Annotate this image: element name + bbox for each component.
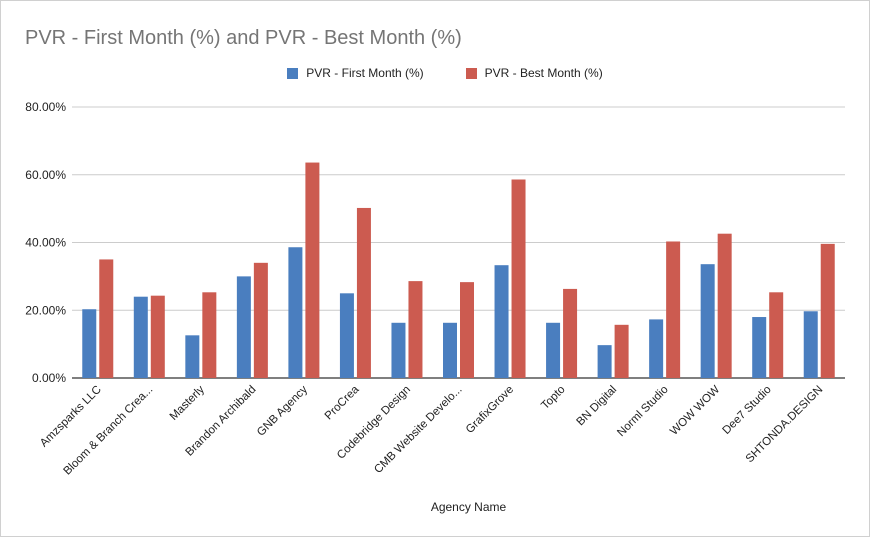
bar-best-month[interactable] xyxy=(614,324,629,378)
bar-first-month[interactable] xyxy=(443,322,457,378)
x-tick-label: Bloom & Branch Crea... xyxy=(62,384,156,478)
x-tick-label: BN Digital xyxy=(575,384,620,429)
y-tick-label: 60.00% xyxy=(25,168,66,182)
legend-item-best-month[interactable]: PVR - Best Month (%) xyxy=(465,66,603,80)
bar-best-month[interactable] xyxy=(820,243,835,378)
x-tick-label: ProCrea xyxy=(323,383,362,422)
x-tick-label: CMB Website Develo... xyxy=(372,384,464,476)
y-tick-label: 20.00% xyxy=(25,303,66,317)
legend-swatch-best-month xyxy=(465,67,477,79)
bar-best-month[interactable] xyxy=(511,179,526,378)
x-tick-label: GrafixGrove xyxy=(464,384,516,436)
chart-title: PVR - First Month (%) and PVR - Best Mon… xyxy=(25,27,462,49)
y-tick-label: 80.00% xyxy=(25,100,66,114)
bar-best-month[interactable] xyxy=(717,233,732,378)
bar-first-month[interactable] xyxy=(133,296,148,378)
bar-best-month[interactable] xyxy=(99,259,114,378)
bar-first-month[interactable] xyxy=(700,264,715,378)
bar-first-month[interactable] xyxy=(391,322,406,378)
legend-swatch-first-month xyxy=(287,67,299,79)
x-tick-label: Norml Studio xyxy=(615,384,670,439)
bar-first-month[interactable] xyxy=(82,309,97,378)
bar-first-month[interactable] xyxy=(546,322,561,378)
bar-best-month[interactable] xyxy=(305,162,320,378)
x-axis-title: Agency Name xyxy=(431,500,507,514)
x-tick-label: Masterly xyxy=(168,383,207,422)
bar-first-month[interactable] xyxy=(288,247,303,378)
bar-best-month[interactable] xyxy=(666,241,681,378)
x-tick-label: Topto xyxy=(539,384,567,412)
bar-best-month[interactable] xyxy=(356,207,371,378)
y-tick-label: 40.00% xyxy=(25,236,66,250)
bar-first-month[interactable] xyxy=(597,345,612,378)
bar-first-month[interactable] xyxy=(752,317,767,378)
bar-first-month[interactable] xyxy=(236,276,251,378)
x-tick-label: GNB Agency xyxy=(255,383,310,438)
bar-first-month[interactable] xyxy=(339,293,354,378)
bar-best-month[interactable] xyxy=(150,295,165,378)
legend: PVR - First Month (%) PVR - Best Month (… xyxy=(0,66,870,80)
bar-best-month[interactable] xyxy=(202,292,217,378)
bar-first-month[interactable] xyxy=(649,319,664,378)
bar-best-month[interactable] xyxy=(563,288,578,378)
bar-first-month[interactable] xyxy=(803,311,818,378)
legend-item-first-month[interactable]: PVR - First Month (%) xyxy=(287,66,424,80)
x-tick-label: Dee7 Studio xyxy=(721,384,774,437)
bar-best-month[interactable] xyxy=(253,262,268,378)
y-tick-label: 0.00% xyxy=(32,371,66,385)
bar-first-month[interactable] xyxy=(494,265,509,378)
bar-best-month[interactable] xyxy=(460,282,474,378)
bar-best-month[interactable] xyxy=(769,292,784,378)
x-tick-label: WOW WOW xyxy=(668,384,722,438)
bar-best-month[interactable] xyxy=(408,281,423,378)
legend-label-first-month: PVR - First Month (%) xyxy=(306,66,424,80)
legend-label-best-month: PVR - Best Month (%) xyxy=(484,66,603,80)
bar-first-month[interactable] xyxy=(185,335,200,378)
